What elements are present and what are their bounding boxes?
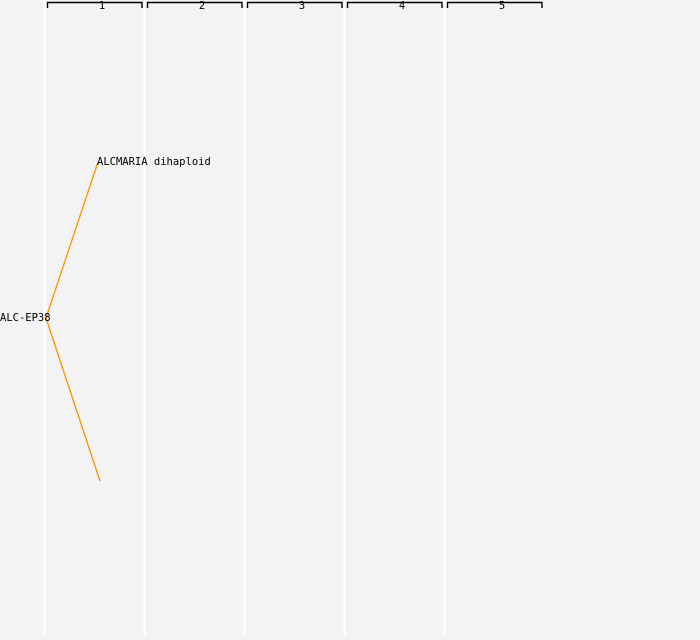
column-header-3: 3 bbox=[298, 0, 306, 12]
node-label-alc-ep38[interactable]: ALC-EP38 bbox=[0, 311, 51, 324]
column-header-2: 2 bbox=[198, 0, 206, 12]
node-label-alcmaria-dihaploid[interactable]: ALCMARIA dihaploid bbox=[97, 155, 211, 168]
column-header-5: 5 bbox=[498, 0, 506, 12]
column-header-1: 1 bbox=[98, 0, 106, 12]
column-header-4: 4 bbox=[398, 0, 406, 12]
